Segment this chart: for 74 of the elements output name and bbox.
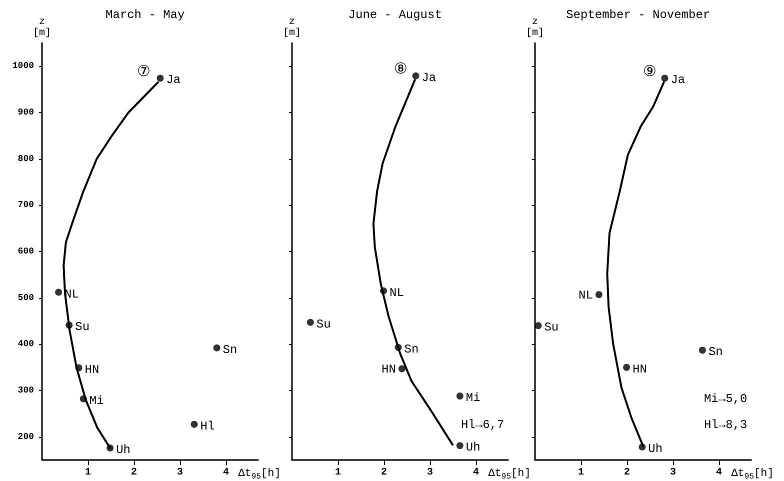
annotation: Su (544, 320, 559, 335)
point (661, 74, 668, 82)
annotation: HN (632, 362, 647, 376)
point (380, 287, 388, 294)
annotation: Hl→6,7 (460, 418, 504, 432)
x-tick-label: 3 (426, 468, 434, 478)
x-tick-label: 3 (670, 468, 676, 478)
point (394, 344, 402, 351)
annotation: NL (390, 286, 404, 300)
point (698, 346, 706, 354)
y-tick-label: 400 (18, 339, 34, 350)
annotation: Ja (670, 73, 686, 88)
y-tick-label: 1000 (12, 61, 34, 72)
point (213, 344, 220, 352)
y-axis-title: z [m] (526, 17, 544, 39)
point (66, 322, 73, 329)
point (534, 322, 542, 330)
point (595, 291, 602, 298)
x-tick-label: 4 (716, 468, 722, 478)
annotation: Su (75, 320, 90, 334)
point (456, 392, 464, 400)
x-tick-label: 4 (222, 468, 230, 478)
annotation: Uh (466, 440, 480, 455)
point (190, 420, 198, 428)
chart-title: June - August (348, 8, 442, 22)
annotation: Sn (404, 342, 419, 356)
point (80, 395, 87, 402)
point (106, 444, 114, 452)
y-tick-label: 900 (18, 108, 34, 118)
annotation: Mi (89, 394, 104, 408)
point (306, 318, 314, 326)
x-tick-label: 1 (84, 468, 92, 478)
chart-title: September - November (566, 8, 710, 22)
x-tick-label: 2 (380, 468, 388, 478)
annotation: Uh (648, 442, 663, 456)
point (412, 72, 420, 80)
point (398, 365, 406, 372)
x-tick-label: 3 (176, 468, 184, 478)
x-tick-label: 2 (624, 468, 630, 478)
annotation: ⑨ (642, 64, 656, 81)
x-tick-label: 1 (334, 468, 342, 478)
point (638, 444, 646, 451)
annotation: Uh (116, 442, 130, 457)
x-tick-label: 2 (130, 468, 138, 478)
annotation: Mi→5,0 (704, 392, 748, 406)
x-tick-label: 1 (578, 468, 584, 478)
point (75, 364, 82, 372)
chart-title: March - May (105, 8, 185, 22)
annotation: Mi (466, 391, 480, 406)
annotation: Ja (422, 70, 436, 85)
point (55, 288, 62, 296)
y-tick-label: 800 (18, 154, 34, 164)
point (156, 74, 164, 82)
annotation: ⑦ (136, 64, 150, 81)
annotation: Hl (200, 419, 215, 434)
annotation: HN (84, 362, 100, 377)
annotation: Hl→8,3 (704, 418, 748, 432)
annotation: NL (578, 288, 593, 303)
annotation: Su (316, 317, 331, 332)
y-tick-label: 700 (18, 200, 34, 210)
annotation: HN (382, 362, 396, 377)
y-axis-title: z [m] (282, 17, 302, 39)
y-tick-label: 300 (18, 386, 34, 396)
y-axis-title: z [m] (32, 17, 52, 39)
annotation: Ja (166, 73, 181, 88)
annotation: ⑧ (394, 62, 407, 79)
y-tick-label: 600 (18, 246, 34, 256)
annotation: Sn (222, 342, 238, 357)
point (623, 364, 630, 371)
y-tick-label: 500 (18, 292, 34, 303)
y-tick-label: 200 (18, 432, 34, 442)
annotation: Sn (708, 345, 723, 360)
x-tick-label: 4 (472, 468, 480, 478)
point (456, 442, 464, 450)
